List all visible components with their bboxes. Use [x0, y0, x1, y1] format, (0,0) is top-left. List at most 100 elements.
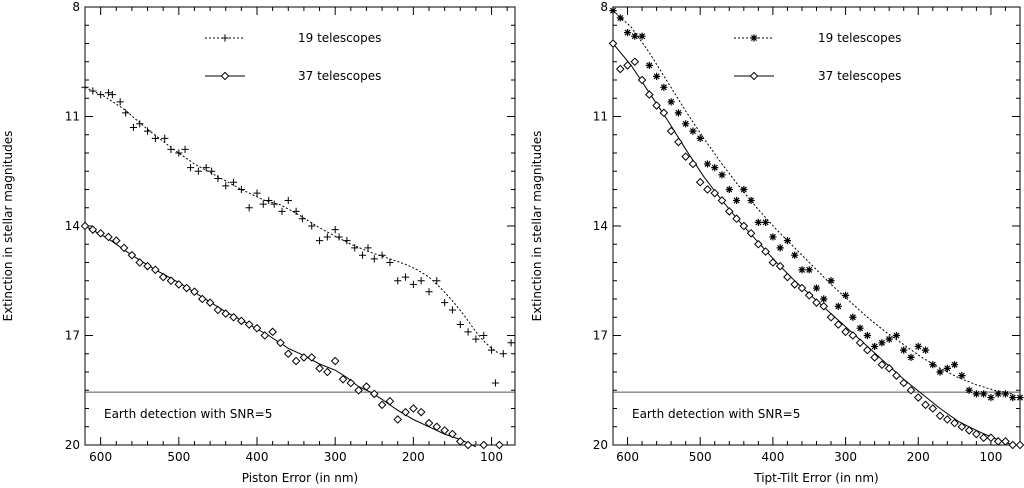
fit-curve	[612, 10, 1013, 395]
data-point	[432, 422, 442, 432]
data-point	[151, 134, 159, 142]
data-point	[826, 312, 836, 322]
data-point	[97, 91, 105, 99]
x-tick-label: 500	[167, 450, 190, 464]
data-point	[276, 338, 285, 348]
data-point	[330, 356, 340, 366]
legend-label-37-telescopes: 37 telescopes	[298, 69, 381, 83]
data-point	[455, 437, 465, 446]
legend-marker	[749, 71, 759, 81]
data-point	[682, 120, 690, 128]
data-point	[186, 164, 195, 172]
data-point	[900, 346, 908, 354]
data-point	[812, 298, 821, 307]
data-point	[841, 327, 850, 337]
data-point	[660, 83, 668, 91]
x-tick-label: 300	[324, 450, 347, 464]
data-point	[208, 167, 216, 175]
data-point	[377, 400, 387, 410]
data-point	[260, 331, 270, 340]
data-point	[740, 185, 748, 194]
data-point	[205, 298, 215, 307]
data-point	[119, 243, 129, 253]
series-37-telescopes	[80, 221, 504, 450]
data-point	[964, 426, 974, 435]
plot-frame	[612, 6, 1021, 446]
data-point	[213, 305, 223, 315]
data-point	[623, 61, 632, 70]
data-point	[1016, 393, 1024, 402]
data-point	[229, 178, 238, 186]
data-point	[805, 266, 813, 274]
data-point	[463, 440, 473, 450]
data-point	[791, 251, 799, 259]
data-point	[608, 39, 618, 48]
data-point	[762, 218, 770, 226]
data-point	[181, 145, 189, 153]
data-point	[732, 214, 741, 224]
data-point	[370, 255, 378, 263]
data-point	[739, 221, 749, 231]
series-19-telescopes	[609, 7, 1024, 402]
data-point	[659, 108, 669, 118]
data-point	[441, 299, 449, 307]
data-point	[283, 349, 293, 359]
y-axis-label: Extinction in stellar magnitudes	[1, 131, 15, 322]
data-point	[783, 272, 792, 282]
data-point	[848, 331, 858, 340]
fit-curve	[84, 86, 500, 355]
data-point	[244, 320, 254, 329]
data-point	[645, 90, 654, 99]
data-point	[259, 200, 267, 208]
data-point	[907, 353, 915, 361]
data-point	[299, 353, 309, 362]
data-point	[237, 316, 246, 326]
data-point	[175, 149, 183, 157]
earth-detection-label: Earth detection with SNR=5	[632, 407, 800, 421]
data-point	[416, 407, 426, 417]
data-point	[761, 247, 770, 256]
data-point	[291, 356, 301, 366]
data-point	[1009, 393, 1017, 402]
data-point	[499, 350, 507, 358]
data-point	[507, 339, 515, 347]
data-point	[863, 331, 871, 340]
data-point	[1008, 440, 1018, 450]
data-point	[487, 346, 496, 354]
data-point	[104, 89, 113, 97]
piston-error-chart: Extinction in stellar magnitudes Piston …	[1, 0, 516, 485]
data-point	[696, 134, 704, 142]
data-point	[972, 429, 981, 439]
data-point	[448, 306, 457, 314]
legend-label-37-telescopes: 37 telescopes	[818, 69, 901, 83]
y-axis-label: Extinction in stellar magnitudes	[530, 131, 544, 322]
x-tick-label: 300	[834, 450, 857, 464]
data-point	[323, 233, 331, 241]
data-point	[222, 182, 230, 190]
data-point	[913, 393, 923, 402]
data-point	[472, 335, 480, 343]
data-point	[653, 72, 661, 80]
data-point	[417, 277, 425, 285]
legend-label-19-telescopes: 19 telescopes	[298, 31, 381, 45]
data-point	[804, 291, 814, 300]
data-point	[252, 323, 262, 333]
y-tick-label: 8	[600, 0, 608, 14]
data-point	[993, 437, 1003, 446]
data-point	[362, 382, 371, 391]
data-point	[798, 266, 806, 274]
x-tick-label: 500	[689, 450, 712, 464]
data-point	[849, 313, 857, 321]
data-point	[409, 280, 417, 288]
data-point	[491, 379, 500, 387]
data-point	[616, 14, 624, 22]
data-point	[877, 360, 887, 370]
data-point	[369, 389, 379, 399]
data-point	[695, 177, 705, 187]
y-tick-label: 17	[65, 329, 80, 343]
y-tick-label: 11	[593, 110, 608, 124]
data-point	[681, 152, 690, 161]
legend-marker	[220, 71, 230, 81]
data-point	[747, 196, 755, 205]
